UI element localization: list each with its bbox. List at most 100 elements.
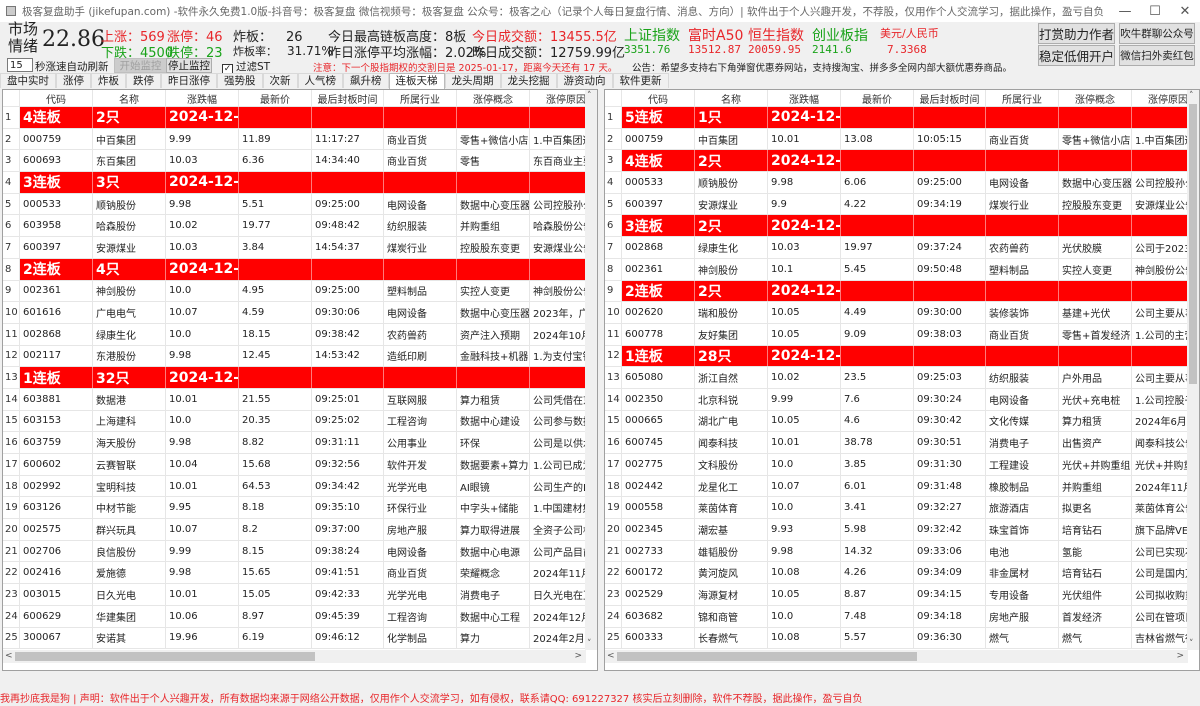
- tab-6[interactable]: 次新: [262, 73, 298, 88]
- tab-7[interactable]: 人气榜: [297, 73, 343, 88]
- open-account-button[interactable]: 稳定低佣开户: [1038, 45, 1115, 66]
- table-row[interactable]: 11 600778 友好集团 10.05 9.09 09:38:03 商业百货 零售+首发经济…: [605, 323, 1188, 346]
- tab-0[interactable]: 盘中实时: [0, 73, 56, 88]
- table-cell: 光伏+并购重组: [1059, 454, 1132, 475]
- table-row[interactable]: 13 605080 浙江自然 10.02 23.5 09:25:03 纺织服装 户外用品 公司主…: [605, 367, 1188, 389]
- tab-11[interactable]: 龙头挖掘: [500, 73, 557, 88]
- table-row[interactable]: 14 603881 数据港 10.01 21.55 09:25:01 互联网服 算力租赁 公司凭…: [3, 388, 586, 411]
- table-row[interactable]: 2 000759 中百集团 10.01 13.08 10:05:15 商业百货 零售+微信小店…: [605, 128, 1188, 151]
- column-header[interactable]: 代码: [622, 90, 695, 106]
- table-row[interactable]: 24 600629 华建集团 10.06 8.97 09:45:39 工程咨询 数据中心工程 2…: [3, 605, 586, 628]
- table-row[interactable]: 20 002575 群兴玩具 10.07 8.2 09:37:00 房地产服 算力取得进展 全资…: [3, 519, 586, 541]
- tab-4[interactable]: 昨日涨停: [161, 73, 217, 88]
- group-cell: [841, 280, 914, 302]
- column-header[interactable]: 所属行业: [384, 90, 457, 106]
- table-row[interactable]: 15 000665 湖北广电 10.05 4.6 09:30:42 文化传媒 算力租赁 2024…: [605, 410, 1188, 433]
- stop-monitor-button[interactable]: 停止监控: [166, 58, 212, 73]
- wechat-redpacket-button[interactable]: 微信扫外卖红包: [1119, 45, 1195, 66]
- column-header[interactable]: 涨停原因: [530, 90, 586, 106]
- column-header[interactable]: 最后封板时间: [312, 90, 384, 106]
- column-header[interactable]: 涨停概念: [1059, 90, 1132, 106]
- column-header[interactable]: 名称: [93, 90, 166, 106]
- horizontal-scrollbar[interactable]: < >: [3, 650, 586, 663]
- refresh-interval-input[interactable]: 15: [7, 58, 33, 72]
- column-header[interactable]: 所属行业: [986, 90, 1059, 106]
- index-name: 富时A50: [688, 28, 744, 44]
- table-row[interactable]: 19 000558 莱茵体育 10.0 3.41 09:32:27 旅游酒店 拟更名 莱茵体育公…: [605, 497, 1188, 520]
- column-header[interactable]: 最新价: [841, 90, 914, 106]
- table-row[interactable]: 22 600172 黄河旋风 10.08 4.26 09:34:09 非金属材 培育钻石 公司是…: [605, 562, 1188, 585]
- column-header[interactable]: 最后封板时间: [914, 90, 986, 106]
- table-row[interactable]: 22 002416 爱施德 9.98 15.65 09:41:51 商业百货 荣耀概念 2024…: [3, 562, 586, 585]
- table-row[interactable]: 18 002442 龙星化工 10.07 6.01 09:31:48 橡胶制品 并购重组 202…: [605, 475, 1188, 498]
- tab-12[interactable]: 游资动向: [556, 73, 613, 88]
- table-row[interactable]: 8 002361 神剑股份 10.1 5.45 09:50:48 塑料制品 实控人变更 神剑股份…: [605, 258, 1188, 281]
- table-row[interactable]: 25 300067 安诺其 19.96 6.19 09:46:12 化学制品 算力 2024年2…: [3, 627, 586, 650]
- table-row[interactable]: 15 603153 上海建科 10.0 20.35 09:25:02 工程咨询 数据中心建设公…: [3, 410, 586, 433]
- table-row[interactable]: 18 002992 宝明科技 10.01 64.53 09:34:42 光学光电 AI眼镜 公司…: [3, 475, 586, 498]
- table-row[interactable]: 10 601616 广电电气 10.07 4.59 09:30:06 电网设备 数据中心变压器…: [3, 302, 586, 324]
- minimize-button[interactable]: —: [1118, 3, 1132, 19]
- table-row[interactable]: 17 002775 文科股份 10.0 3.85 09:31:30 工程建设 光伏+并购重组光…: [605, 454, 1188, 476]
- vertical-scrollbar[interactable]: ˄ ˅: [1187, 90, 1199, 650]
- table-row[interactable]: 6 603958 哈森股份 10.02 19.77 09:48:42 纺织服装 并购重组 哈森股…: [3, 215, 586, 238]
- table-row[interactable]: 17 600602 云赛智联 10.04 15.68 09:32:56 软件开发 数据要素+算…: [3, 454, 586, 476]
- table-row[interactable]: 10 002620 瑞和股份 10.05 4.49 09:30:00 装修装饰 基建+光伏 公司…: [605, 302, 1188, 324]
- tab-1[interactable]: 涨停: [56, 73, 91, 88]
- table-row[interactable]: 16 600745 闻泰科技 10.01 38.78 09:30:51 消费电子 出售资产 闻泰…: [605, 432, 1188, 454]
- tab-13[interactable]: 软件更新: [612, 73, 669, 88]
- group-chat-button[interactable]: 吹牛群聊公众号: [1119, 23, 1195, 44]
- table-row[interactable]: 7 002868 绿康生化 10.03 19.97 09:37:24 农药兽药 光伏胶膜 公司于…: [605, 237, 1188, 259]
- close-button[interactable]: ✕: [1179, 3, 1191, 19]
- table-cell: 电网设备: [384, 193, 457, 215]
- start-monitor-button[interactable]: 开始监控: [114, 58, 167, 73]
- column-header[interactable]: 代码: [20, 90, 93, 106]
- tab-9[interactable]: 连板天梯: [388, 73, 445, 89]
- table-row[interactable]: 9 002361 神剑股份 10.0 4.95 09:25:00 塑料制品 实控人变更 神剑股份…: [3, 280, 586, 303]
- table-row[interactable]: 11 002868 绿康生化 10.0 18.15 09:38:42 农药兽药 资产注入预期 2…: [3, 323, 586, 346]
- tab-10[interactable]: 龙头周期: [444, 73, 501, 88]
- tab-3[interactable]: 跌停: [126, 73, 161, 88]
- table-row[interactable]: 14 002350 北京科锐 9.99 7.6 09:30:24 电网设备 光伏+充电桩 1.公…: [605, 388, 1188, 411]
- column-header[interactable]: 涨跌幅: [166, 90, 239, 106]
- column-header[interactable]: 最新价: [239, 90, 312, 106]
- table-row[interactable]: 20 002345 潮宏基 9.93 5.98 09:32:42 珠宝首饰 培育钻石 旗下品牌V…: [605, 519, 1188, 541]
- maximize-button[interactable]: ☐: [1149, 3, 1161, 19]
- column-header[interactable]: 涨停原因: [1132, 90, 1188, 106]
- table-row[interactable]: 23 002529 海源复材 10.05 8.87 09:34:15 专用设备 光伏组件 公司拟…: [605, 584, 1188, 606]
- table-row[interactable]: 5 000533 顺钠股份 9.98 5.51 09:25:00 电网设备 数据中心变压器 公司…: [3, 193, 586, 216]
- table-row[interactable]: 5 600397 安源煤业 9.9 4.22 09:34:19 煤炭行业 控股股东变更 安源煤业…: [605, 193, 1188, 216]
- table-row[interactable]: 19 603126 中材节能 9.95 8.18 09:35:10 环保行业 中字头+储能 1.…: [3, 497, 586, 520]
- table-row[interactable]: 23 003015 日久光电 10.01 15.05 09:42:33 光学光电 消费电子 日久…: [3, 584, 586, 606]
- donate-button[interactable]: 打赏助力作者: [1038, 23, 1115, 44]
- table-cell: 1.公司的主营: [1132, 324, 1188, 345]
- column-header[interactable]: 名称: [695, 90, 768, 106]
- table-row[interactable]: 16603759海天股份9.988.8209:31:11公用事业环保公司是以供水…: [3, 432, 586, 454]
- table-row[interactable]: 7 600397 安源煤业 10.03 3.84 14:54:37 煤炭行业 控股股东变更 安源…: [3, 237, 586, 259]
- table-row[interactable]: 12 002117 东港股份 9.98 12.45 14:53:42 造纸印刷 金融科技+机器…: [3, 345, 586, 368]
- tab-2[interactable]: 炸板: [91, 73, 126, 88]
- column-header[interactable]: 涨跌幅: [768, 90, 841, 106]
- table-row[interactable]: 4 000533 顺钠股份 9.98 6.06 09:25:00 电网设备 数据中心变压器 公司…: [605, 172, 1188, 194]
- tab-5[interactable]: 强势股: [217, 73, 263, 88]
- table-cell: 603126: [20, 497, 93, 519]
- table-row[interactable]: 21 002706 良信股份 9.99 8.15 09:38:24 电网设备 数据中心电源 公司…: [3, 540, 586, 563]
- table-row[interactable]: 2 000759 中百集团 9.99 11.89 11:17:27 商业百货 零售+微信小店 1…: [3, 128, 586, 151]
- vertical-scrollbar[interactable]: ˄ ˅: [585, 90, 597, 650]
- tab-8[interactable]: 飙升榜: [343, 73, 389, 88]
- table-row[interactable]: 24 603682 锦和商管 10.0 7.48 09:34:18 房地产服 首发经济 公司在管…: [605, 605, 1188, 628]
- horizontal-scrollbar[interactable]: < >: [605, 650, 1188, 663]
- column-header[interactable]: 涨停概念: [457, 90, 530, 106]
- table-row[interactable]: 3600693东百集团10.036.3614:34:40商业百货零售东百商业主要…: [3, 150, 586, 173]
